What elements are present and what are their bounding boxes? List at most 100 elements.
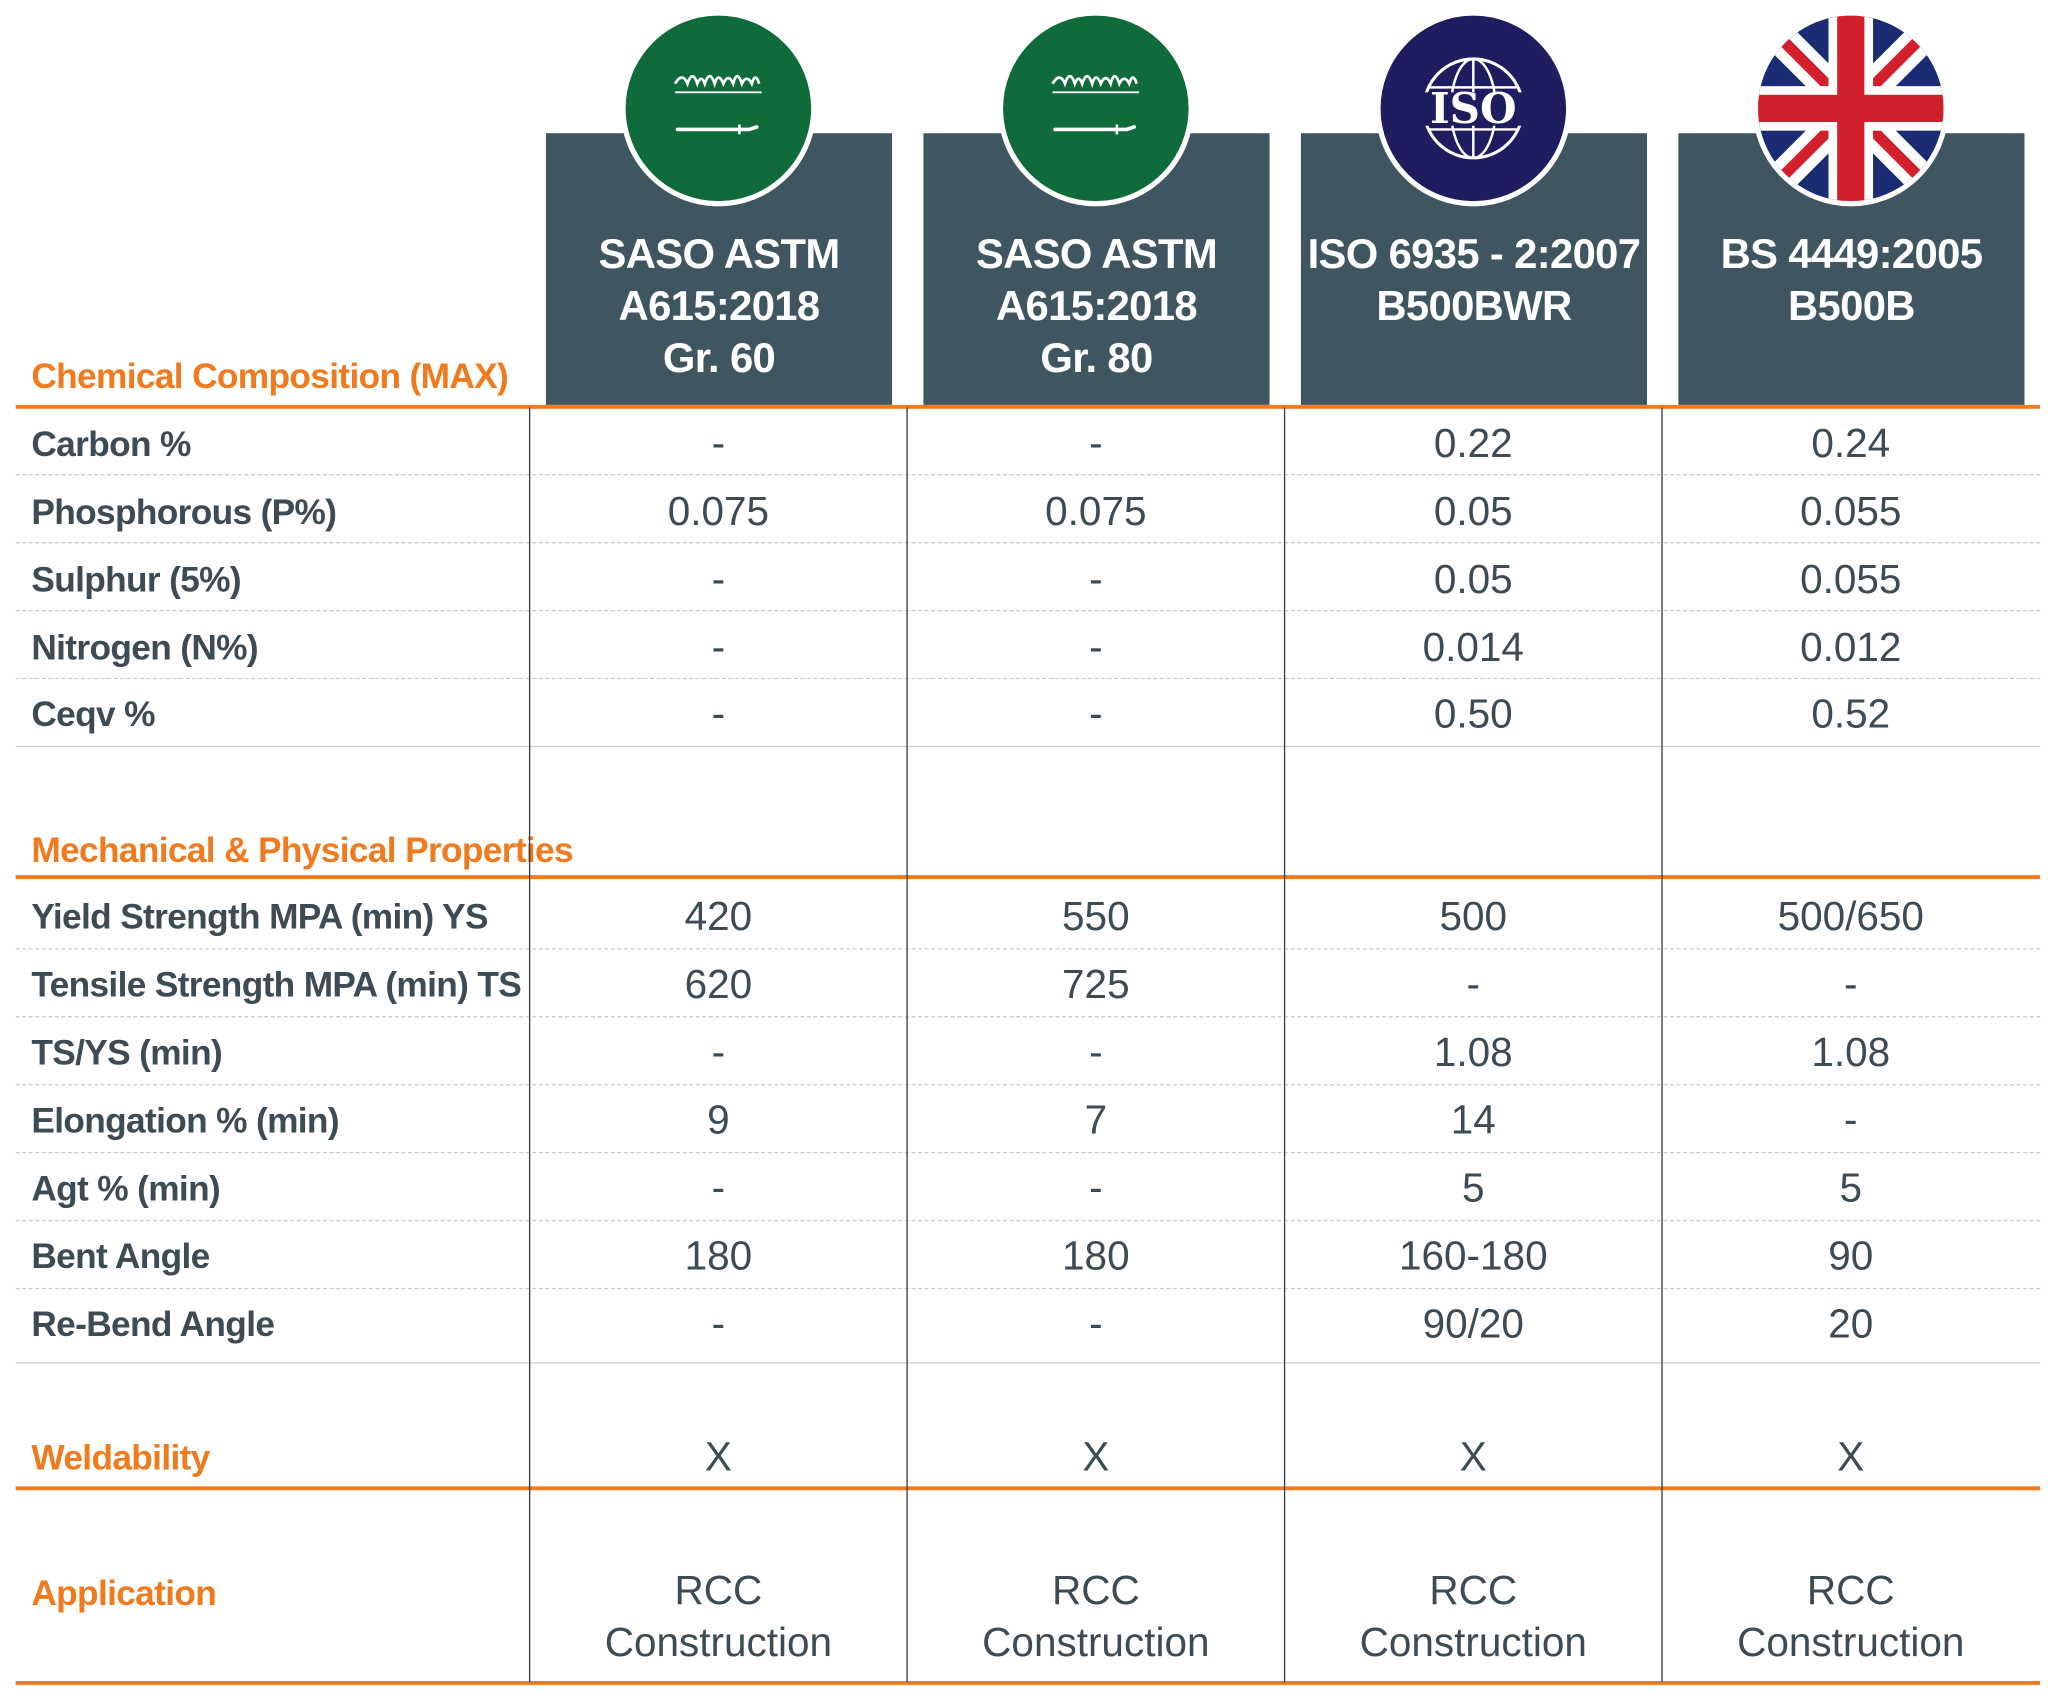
cell: - [1844,1097,1858,1143]
divider [15,1486,2041,1491]
application-cell: RCC Construction [906,1565,1285,1669]
row-label-agt: Agt % (min) [31,1168,221,1209]
divider [15,404,2041,409]
row-divider [15,1016,2041,1018]
cell: 1.08 [1433,1029,1513,1075]
cell: - [1844,961,1858,1008]
standard-name: SASO ASTM [975,229,1218,277]
row-label-ts-ys: TS/YS (min) [31,1033,223,1073]
cell: 9 [707,1097,730,1143]
cell: - [1089,624,1103,671]
cell: - [1466,961,1481,1008]
cell: 180 [684,1232,753,1279]
column-divider [1661,407,1663,1683]
cell: - [711,1300,726,1347]
application-label: Application [31,1573,217,1614]
row-divider [15,1151,2041,1154]
application-cell: RCC Construction [529,1565,908,1669]
standard-code: A615:2018 [618,282,821,330]
standard-header-4: BS 4449:2005 B500B [1678,133,2025,405]
cell: 14 [1450,1097,1496,1143]
row-divider [15,609,2041,612]
iso-logo-icon: ISO [1375,10,1572,207]
cell: 0.50 [1433,690,1513,737]
cell: - [1089,556,1103,603]
cell: - [1089,1300,1103,1347]
cell: 725 [1062,961,1130,1008]
row-label-bent-angle: Bent Angle [31,1236,210,1277]
cell: 5 [1839,1165,1863,1211]
cell: - [711,1165,726,1211]
cell: 420 [684,893,753,940]
cell: 0.24 [1811,420,1891,467]
standard-name: SASO ASTM [598,229,840,277]
iso-logo-text: ISO [1430,84,1517,133]
cell: 5 [1462,1165,1485,1211]
row-label-yield-strength: Yield Strength MPA (min) YS [31,897,488,937]
row-label-elongation: Elongation % (min) [31,1101,339,1141]
row-label-carbon: Carbon % [31,424,191,464]
weldability-cell: X [1082,1434,1110,1480]
weldability-cell: X [1837,1434,1865,1480]
application-line: Construction [1359,1619,1587,1666]
application-cell: RCC Construction [1661,1565,2040,1669]
standard-code: B500BWR [1376,282,1572,330]
cell: - [711,420,726,467]
row-divider [15,542,2041,544]
row-divider [15,474,2041,476]
cell: 7 [1084,1097,1108,1143]
row-label-ceqv: Ceqv % [31,694,155,735]
application-cell: RCC Construction [1284,1565,1663,1669]
application-line: Construction [982,1619,1210,1666]
divider [15,1680,2041,1685]
cell: 0.014 [1422,624,1524,671]
cell: - [711,556,726,603]
standard-grade: Gr. 60 [662,334,776,382]
cell: - [711,624,726,671]
weldability-cell: X [704,1434,732,1480]
standard-name: ISO 6935 - 2:2007 [1307,229,1641,277]
standard-code: A615:2018 [996,282,1198,330]
cell: - [711,690,726,737]
cell: 500 [1439,893,1508,940]
weldability-cell: X [1459,1434,1487,1480]
cell: 180 [1062,1232,1130,1279]
cell: 0.52 [1811,690,1891,737]
cell: 500/650 [1777,893,1924,940]
cell: 90 [1828,1232,1874,1279]
application-line: RCC [1429,1567,1518,1614]
row-divider [15,745,2041,748]
cell: 1.08 [1811,1029,1891,1075]
cell: 90/20 [1422,1300,1524,1347]
standard-code: B500B [1787,282,1915,330]
row-label-phosphorous: Phosphorous (P%) [31,492,337,532]
row-label-sulphur: Sulphur (5%) [31,560,241,600]
cell: - [1089,420,1103,467]
cell: 0.22 [1433,420,1513,467]
standard-grade: Gr. 80 [1040,334,1153,382]
saudi-flag-icon [620,10,817,207]
row-divider [15,1287,2041,1290]
application-line: RCC [1806,1567,1895,1614]
row-divider [15,948,2041,950]
column-divider [528,407,531,1683]
cell: 550 [1062,893,1130,940]
column-divider [906,407,908,1683]
application-line: RCC [674,1567,763,1614]
row-divider [15,677,2041,680]
divider [15,875,2041,880]
cell: 0.075 [1045,488,1147,535]
cell: 20 [1828,1300,1874,1347]
application-line: RCC [1051,1567,1140,1614]
row-label-nitrogen: Nitrogen (N%) [31,628,258,668]
cell: 0.075 [667,488,770,535]
application-line: Construction [604,1619,833,1666]
cell: 0.05 [1433,556,1513,603]
row-label-tensile-strength: Tensile Strength MPA (min) TS [31,965,522,1005]
uk-flag-icon [1752,10,1949,207]
cell: - [711,1029,726,1075]
row-divider [15,1219,2041,1222]
mechanical-section-title: Mechanical & Physical Properties [31,830,573,870]
chemical-section-title: Chemical Composition (MAX) [31,356,509,396]
